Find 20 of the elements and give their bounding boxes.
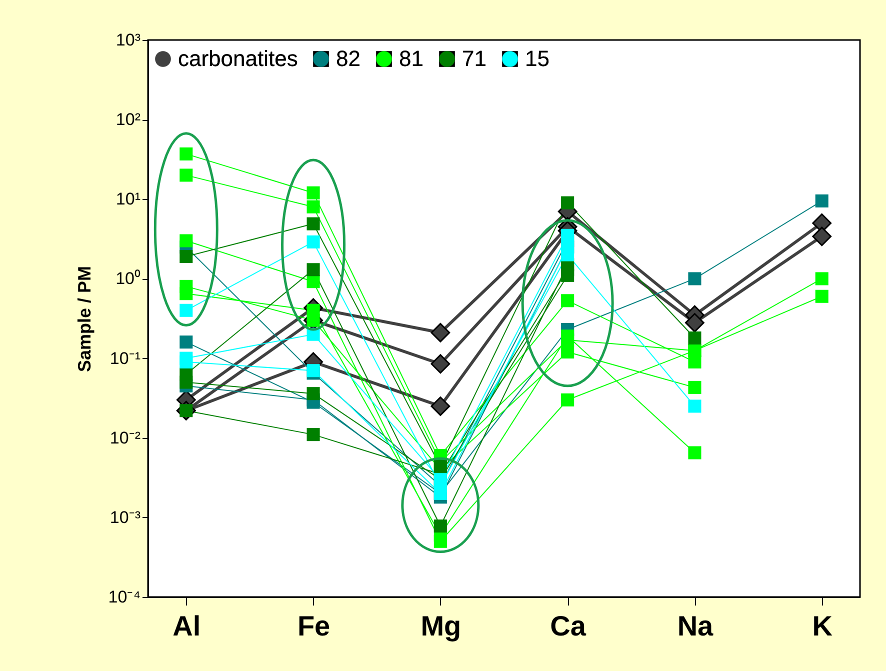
x-tick-label: Mg — [420, 610, 462, 642]
y-tick-label: 10⁰ — [116, 269, 140, 288]
y-tick-label: 10² — [116, 110, 141, 130]
y-tick-label: 10⁻² — [110, 428, 141, 448]
x-tick-label: Fe — [297, 610, 330, 642]
x-tick-label: Al — [172, 610, 201, 642]
x-tick-label: Na — [677, 610, 714, 642]
y-tick-label: 10⁻⁴ — [108, 588, 140, 606]
legend-label: 71 — [462, 46, 486, 71]
y-axis-title: Sample / PM — [74, 266, 94, 372]
y-tick-label: 10⁻¹ — [110, 348, 141, 368]
legend-label: 81 — [399, 46, 424, 71]
legend-label: carbonatites — [178, 46, 298, 71]
legend-label: 15 — [525, 46, 550, 71]
legend-label: 82 — [336, 46, 360, 71]
x-tick-label: K — [812, 610, 832, 642]
y-tick-label: 10³ — [116, 30, 141, 50]
x-tick-label: Ca — [550, 610, 586, 642]
y-tick-label: 10⁻³ — [110, 508, 141, 527]
y-tick-label: 10¹ — [116, 190, 141, 209]
